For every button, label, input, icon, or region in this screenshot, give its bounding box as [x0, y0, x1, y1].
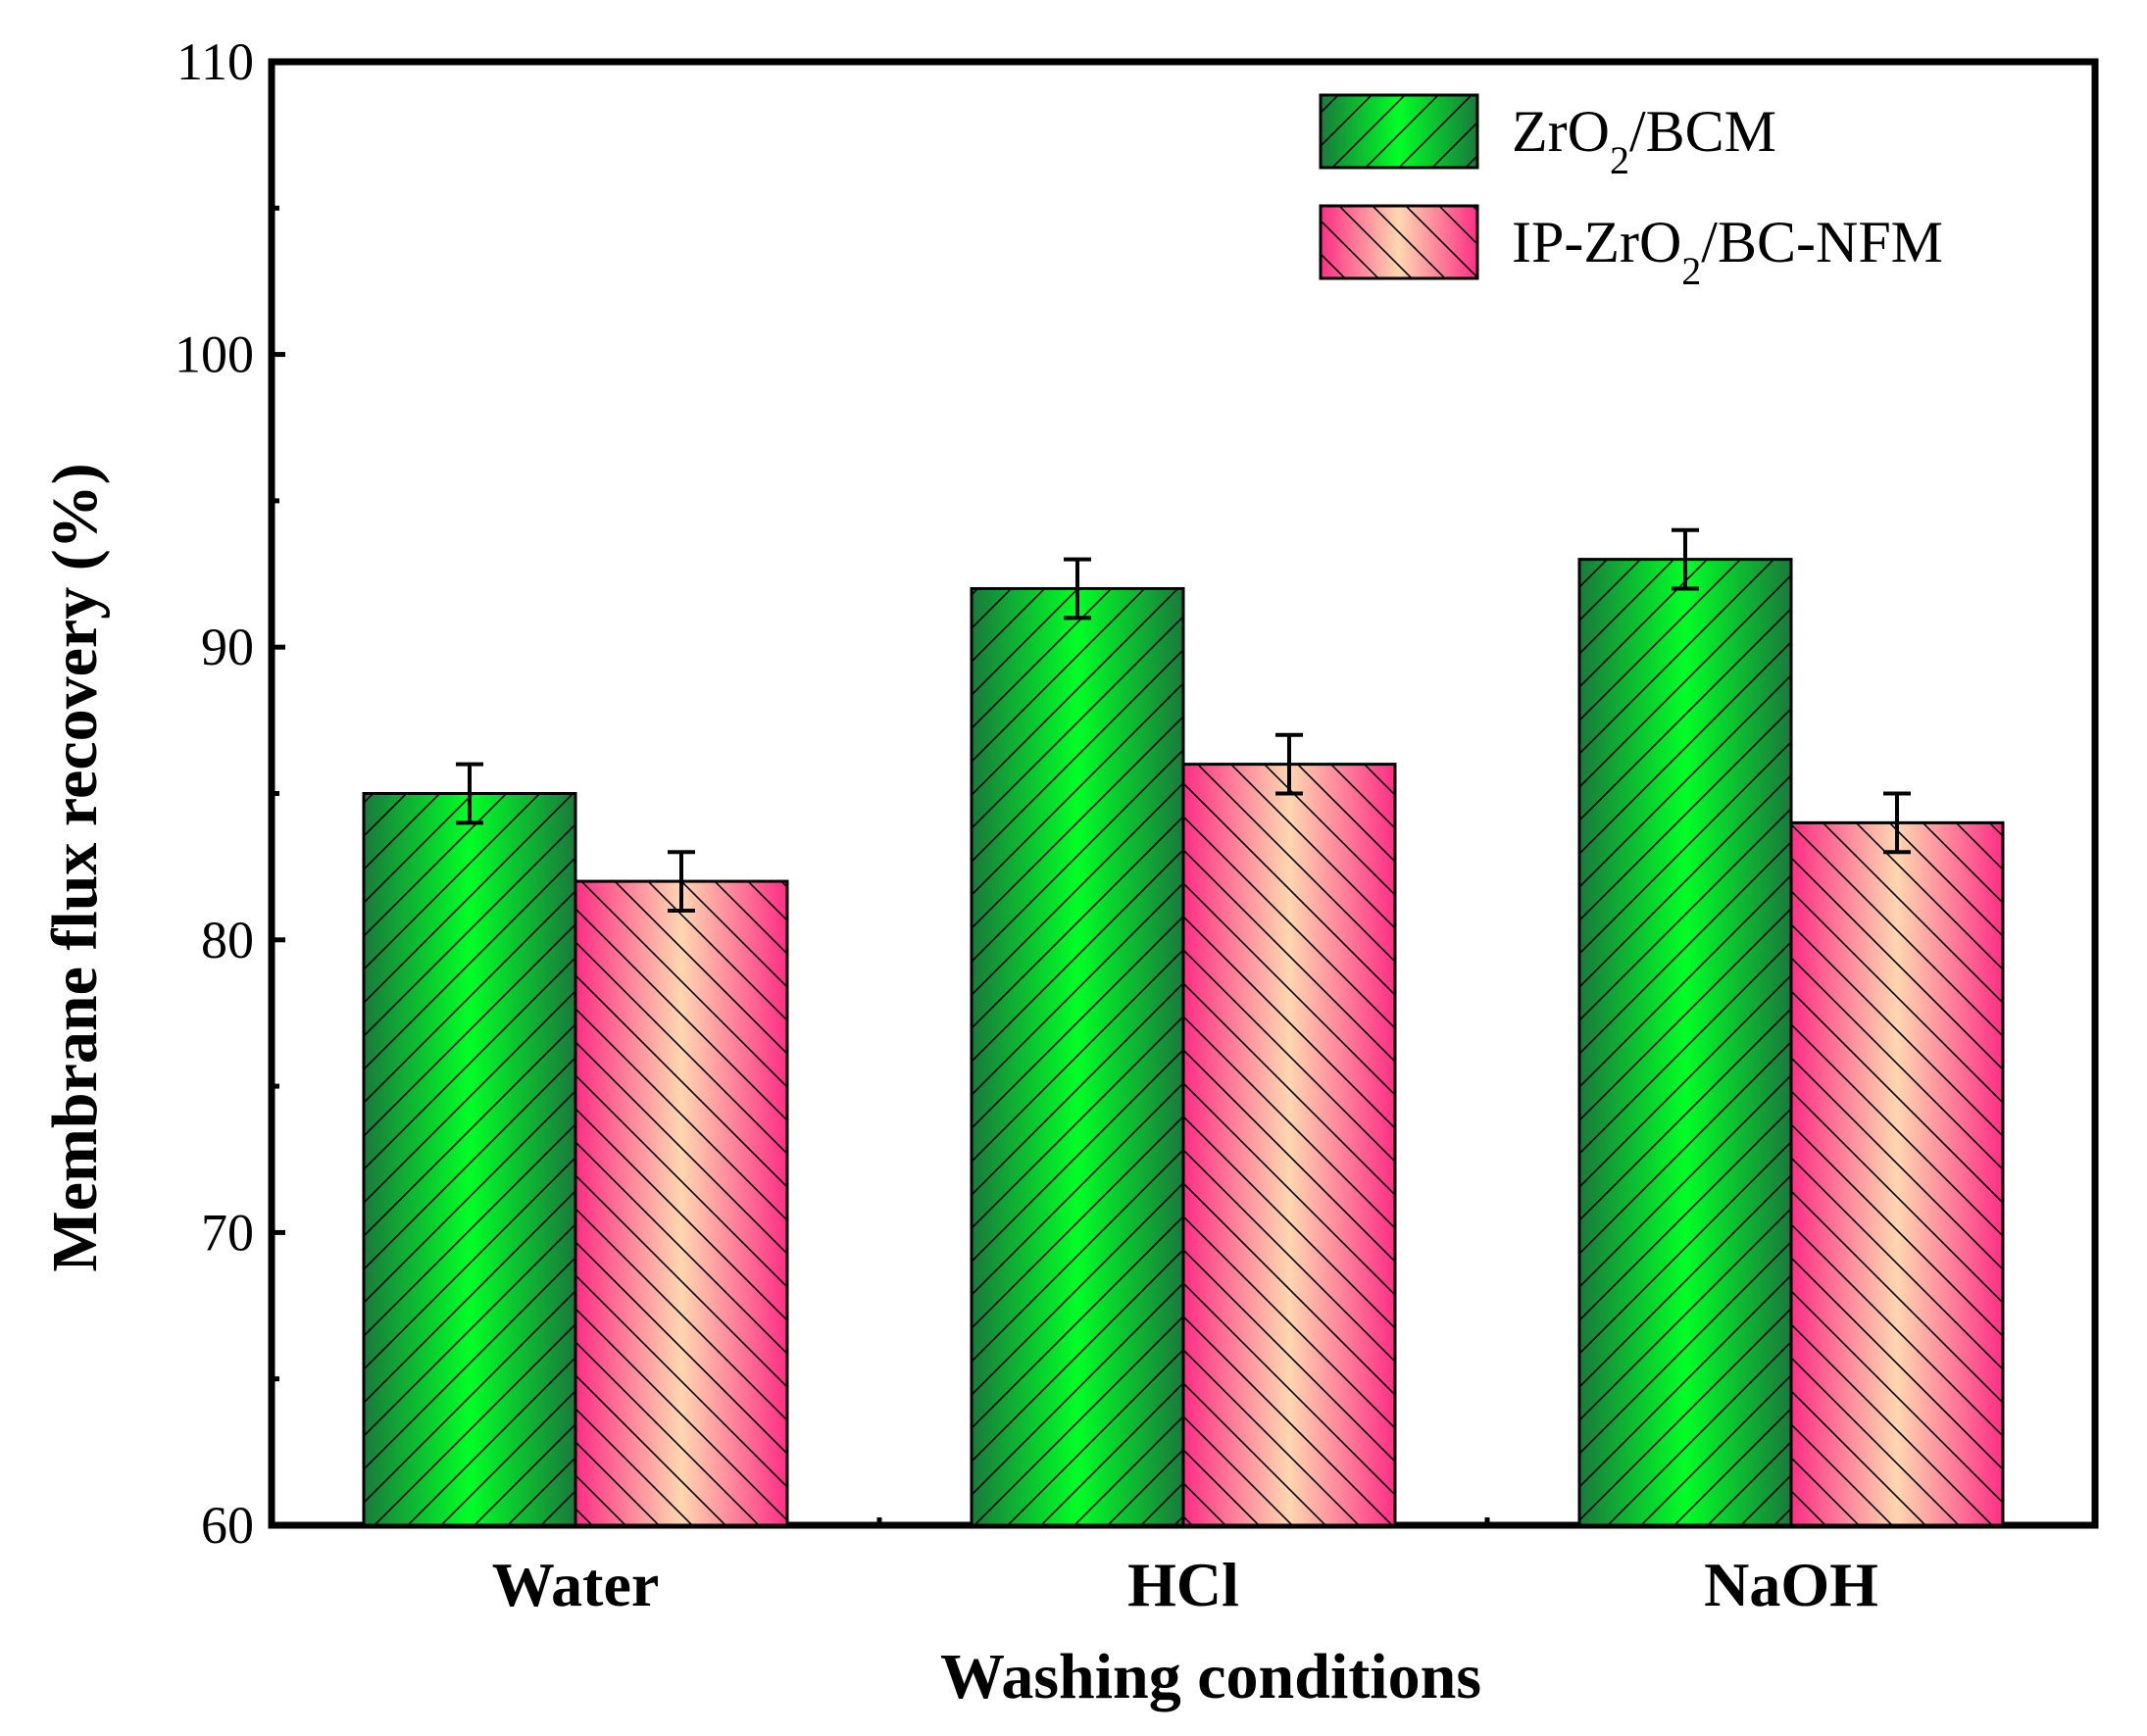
y-tick-label: 90 [201, 618, 254, 676]
y-axis-title: Membrane flux recovery (%) [39, 463, 111, 1271]
error-bars-group [456, 527, 1911, 913]
category-label: HCl [1127, 1550, 1239, 1619]
category-labels: Water HCl NaOH [492, 1550, 1878, 1619]
bar [574, 879, 789, 1527]
bar [970, 586, 1185, 1527]
legend-label-main: ZrO [1512, 99, 1610, 164]
legend-label-tail: /BC-NFM [1701, 210, 1943, 274]
y-tick-label: 60 [201, 1496, 254, 1555]
category-label: NaOH [1704, 1550, 1878, 1619]
legend-label: IP-ZrO2/BC-NFM [1512, 210, 1943, 293]
legend-label-subscript: 2 [1610, 138, 1629, 182]
category-label: Water [492, 1550, 660, 1619]
legend-label-tail: /BCM [1629, 99, 1776, 164]
bar [1789, 820, 2005, 1527]
legend-label: ZrO2/BCM [1512, 99, 1776, 182]
y-tick-label: 110 [176, 32, 254, 91]
y-tick-label: 80 [201, 911, 254, 969]
bar [1577, 558, 1793, 1527]
legend-label-subscript: 2 [1681, 249, 1701, 293]
x-axis-title: Washing conditions [940, 1641, 1481, 1712]
bar [1181, 763, 1397, 1527]
y-axis: 60 70 80 90 100 110 [175, 32, 285, 1555]
bars-group [362, 558, 2005, 1527]
legend-swatch [1319, 93, 1479, 170]
bar [362, 792, 577, 1527]
legend-swatch [1319, 204, 1479, 280]
legend-label-main: IP-ZrO [1512, 210, 1681, 274]
y-tick-label: 100 [175, 325, 254, 384]
y-tick-label: 70 [201, 1203, 254, 1262]
